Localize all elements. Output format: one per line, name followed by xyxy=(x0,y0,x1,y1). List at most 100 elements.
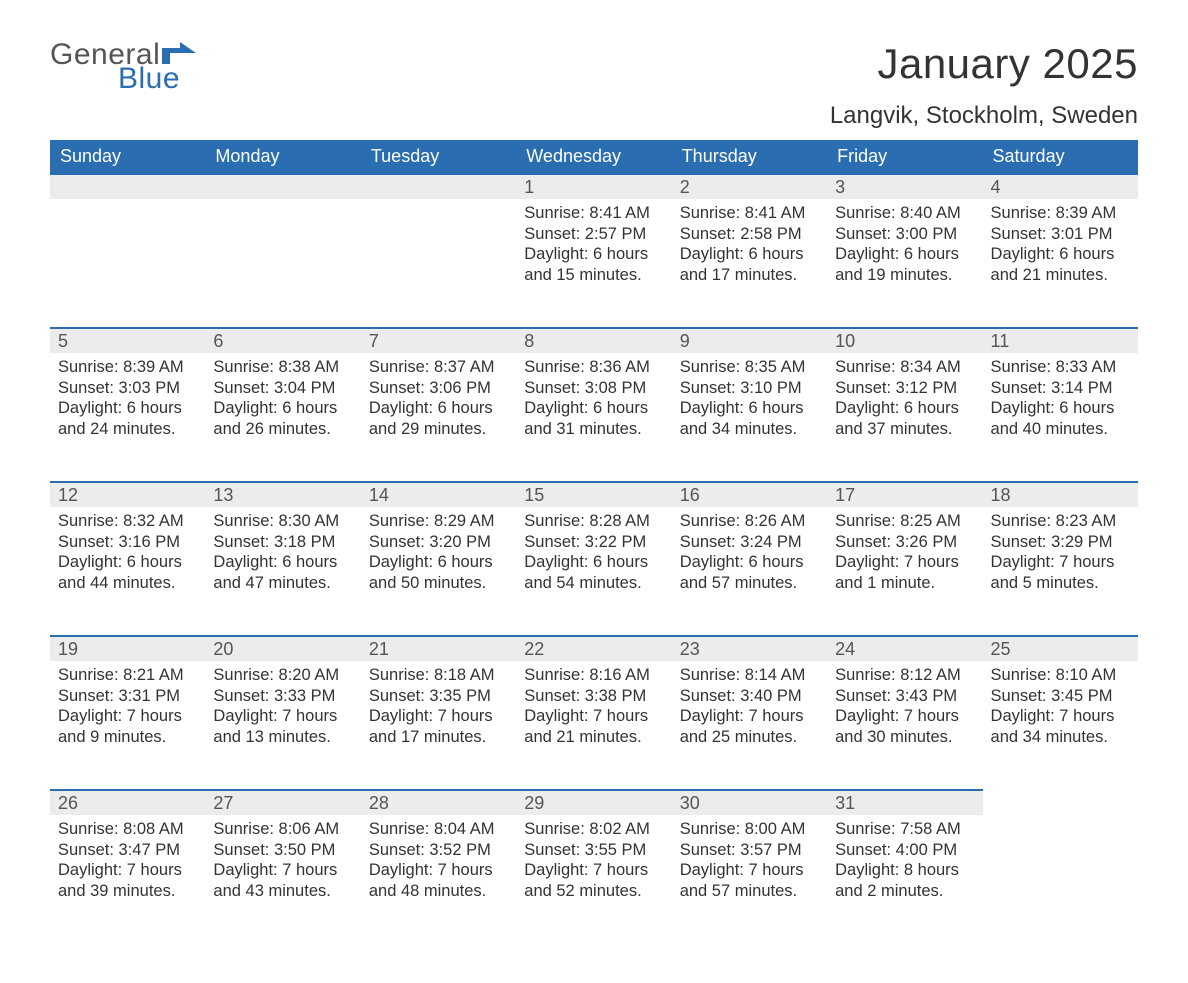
daylight-line2: and 37 minutes. xyxy=(835,419,974,440)
sunrise-text: Sunrise: 8:29 AM xyxy=(369,511,508,532)
sunrise-text: Sunrise: 8:33 AM xyxy=(991,357,1130,378)
sunrise-text: Sunrise: 8:34 AM xyxy=(835,357,974,378)
day-number: 25 xyxy=(983,635,1138,661)
title-block: January 2025 Langvik, Stockholm, Sweden xyxy=(830,40,1138,130)
sunrise-text: Sunrise: 7:58 AM xyxy=(835,819,974,840)
daylight-line1: Daylight: 6 hours xyxy=(680,244,819,265)
daylight-line1: Daylight: 6 hours xyxy=(680,552,819,573)
sunset-text: Sunset: 3:47 PM xyxy=(58,840,197,861)
day-number: 17 xyxy=(827,481,982,507)
daylight-line2: and 15 minutes. xyxy=(524,265,663,286)
daylight-line1: Daylight: 6 hours xyxy=(680,398,819,419)
day-number: 21 xyxy=(361,635,516,661)
week-daynum-row: 262728293031 xyxy=(50,789,1138,815)
sunrise-text: Sunrise: 8:04 AM xyxy=(369,819,508,840)
daylight-line2: and 31 minutes. xyxy=(524,419,663,440)
brand-logo: General Blue xyxy=(50,40,196,94)
daylight-line1: Daylight: 7 hours xyxy=(213,860,352,881)
sunset-text: Sunset: 3:16 PM xyxy=(58,532,197,553)
day-number: 2 xyxy=(672,173,827,199)
brand-word2: Blue xyxy=(118,64,196,94)
sunrise-text: Sunrise: 8:12 AM xyxy=(835,665,974,686)
day-number: 19 xyxy=(50,635,205,661)
daylight-line2: and 43 minutes. xyxy=(213,881,352,902)
week-body-row: Sunrise: 8:08 AMSunset: 3:47 PMDaylight:… xyxy=(50,815,1138,943)
day-number: 5 xyxy=(50,327,205,353)
daylight-line2: and 26 minutes. xyxy=(213,419,352,440)
weekday-header: Thursday xyxy=(672,140,827,173)
daylight-line2: and 47 minutes. xyxy=(213,573,352,594)
week-body-row: Sunrise: 8:32 AMSunset: 3:16 PMDaylight:… xyxy=(50,507,1138,635)
day-body: Sunrise: 8:08 AMSunset: 3:47 PMDaylight:… xyxy=(50,815,205,912)
day-body: Sunrise: 8:21 AMSunset: 3:31 PMDaylight:… xyxy=(50,661,205,758)
sunrise-text: Sunrise: 8:14 AM xyxy=(680,665,819,686)
daylight-line1: Daylight: 6 hours xyxy=(213,552,352,573)
daylight-line1: Daylight: 8 hours xyxy=(835,860,974,881)
week-daynum-row: 1234 xyxy=(50,173,1138,199)
day-number: 29 xyxy=(516,789,671,815)
day-number: 3 xyxy=(827,173,982,199)
sunrise-text: Sunrise: 8:41 AM xyxy=(680,203,819,224)
sunset-text: Sunset: 4:00 PM xyxy=(835,840,974,861)
sunset-text: Sunset: 3:01 PM xyxy=(991,224,1130,245)
weekday-header: Wednesday xyxy=(516,140,671,173)
daylight-line2: and 24 minutes. xyxy=(58,419,197,440)
day-body: Sunrise: 8:41 AMSunset: 2:57 PMDaylight:… xyxy=(516,199,671,296)
sunrise-text: Sunrise: 8:40 AM xyxy=(835,203,974,224)
day-number: 23 xyxy=(672,635,827,661)
sunset-text: Sunset: 3:20 PM xyxy=(369,532,508,553)
sunset-text: Sunset: 3:57 PM xyxy=(680,840,819,861)
sunset-text: Sunset: 3:33 PM xyxy=(213,686,352,707)
day-body: Sunrise: 8:39 AMSunset: 3:03 PMDaylight:… xyxy=(50,353,205,450)
daylight-line1: Daylight: 7 hours xyxy=(991,706,1130,727)
daylight-line2: and 54 minutes. xyxy=(524,573,663,594)
daylight-line1: Daylight: 6 hours xyxy=(991,398,1130,419)
day-number: 9 xyxy=(672,327,827,353)
daylight-line1: Daylight: 7 hours xyxy=(524,706,663,727)
day-number: 27 xyxy=(205,789,360,815)
daylight-line1: Daylight: 6 hours xyxy=(58,552,197,573)
daylight-line2: and 57 minutes. xyxy=(680,573,819,594)
day-number: 13 xyxy=(205,481,360,507)
day-body: Sunrise: 8:30 AMSunset: 3:18 PMDaylight:… xyxy=(205,507,360,604)
daylight-line1: Daylight: 7 hours xyxy=(991,552,1130,573)
week-body-row: Sunrise: 8:41 AMSunset: 2:57 PMDaylight:… xyxy=(50,199,1138,327)
day-number: 8 xyxy=(516,327,671,353)
sunrise-text: Sunrise: 8:35 AM xyxy=(680,357,819,378)
sunset-text: Sunset: 3:31 PM xyxy=(58,686,197,707)
day-body: Sunrise: 8:12 AMSunset: 3:43 PMDaylight:… xyxy=(827,661,982,758)
day-body: Sunrise: 8:06 AMSunset: 3:50 PMDaylight:… xyxy=(205,815,360,912)
day-body: Sunrise: 8:20 AMSunset: 3:33 PMDaylight:… xyxy=(205,661,360,758)
daylight-line1: Daylight: 6 hours xyxy=(524,244,663,265)
day-number: 30 xyxy=(672,789,827,815)
day-number: 12 xyxy=(50,481,205,507)
day-number: 26 xyxy=(50,789,205,815)
sunrise-text: Sunrise: 8:32 AM xyxy=(58,511,197,532)
daylight-line2: and 44 minutes. xyxy=(58,573,197,594)
day-body: Sunrise: 8:33 AMSunset: 3:14 PMDaylight:… xyxy=(983,353,1138,450)
day-number: 14 xyxy=(361,481,516,507)
sunrise-text: Sunrise: 8:10 AM xyxy=(991,665,1130,686)
daylight-line2: and 13 minutes. xyxy=(213,727,352,748)
day-body: Sunrise: 8:14 AMSunset: 3:40 PMDaylight:… xyxy=(672,661,827,758)
sunset-text: Sunset: 3:52 PM xyxy=(369,840,508,861)
day-body: Sunrise: 8:41 AMSunset: 2:58 PMDaylight:… xyxy=(672,199,827,296)
daylight-line1: Daylight: 6 hours xyxy=(835,398,974,419)
weekday-header: Saturday xyxy=(983,140,1138,173)
day-body: Sunrise: 8:04 AMSunset: 3:52 PMDaylight:… xyxy=(361,815,516,912)
sunrise-text: Sunrise: 8:39 AM xyxy=(58,357,197,378)
weekday-header: Friday xyxy=(827,140,982,173)
daylight-line2: and 34 minutes. xyxy=(680,419,819,440)
month-title: January 2025 xyxy=(830,40,1138,88)
daylight-line1: Daylight: 7 hours xyxy=(213,706,352,727)
daylight-line1: Daylight: 7 hours xyxy=(58,706,197,727)
day-body: Sunrise: 8:16 AMSunset: 3:38 PMDaylight:… xyxy=(516,661,671,758)
day-body: Sunrise: 8:35 AMSunset: 3:10 PMDaylight:… xyxy=(672,353,827,450)
daylight-line1: Daylight: 7 hours xyxy=(524,860,663,881)
daylight-line1: Daylight: 6 hours xyxy=(835,244,974,265)
daylight-line2: and 29 minutes. xyxy=(369,419,508,440)
sunset-text: Sunset: 3:38 PM xyxy=(524,686,663,707)
daylight-line1: Daylight: 7 hours xyxy=(680,706,819,727)
sunrise-text: Sunrise: 8:25 AM xyxy=(835,511,974,532)
day-body xyxy=(205,199,360,213)
